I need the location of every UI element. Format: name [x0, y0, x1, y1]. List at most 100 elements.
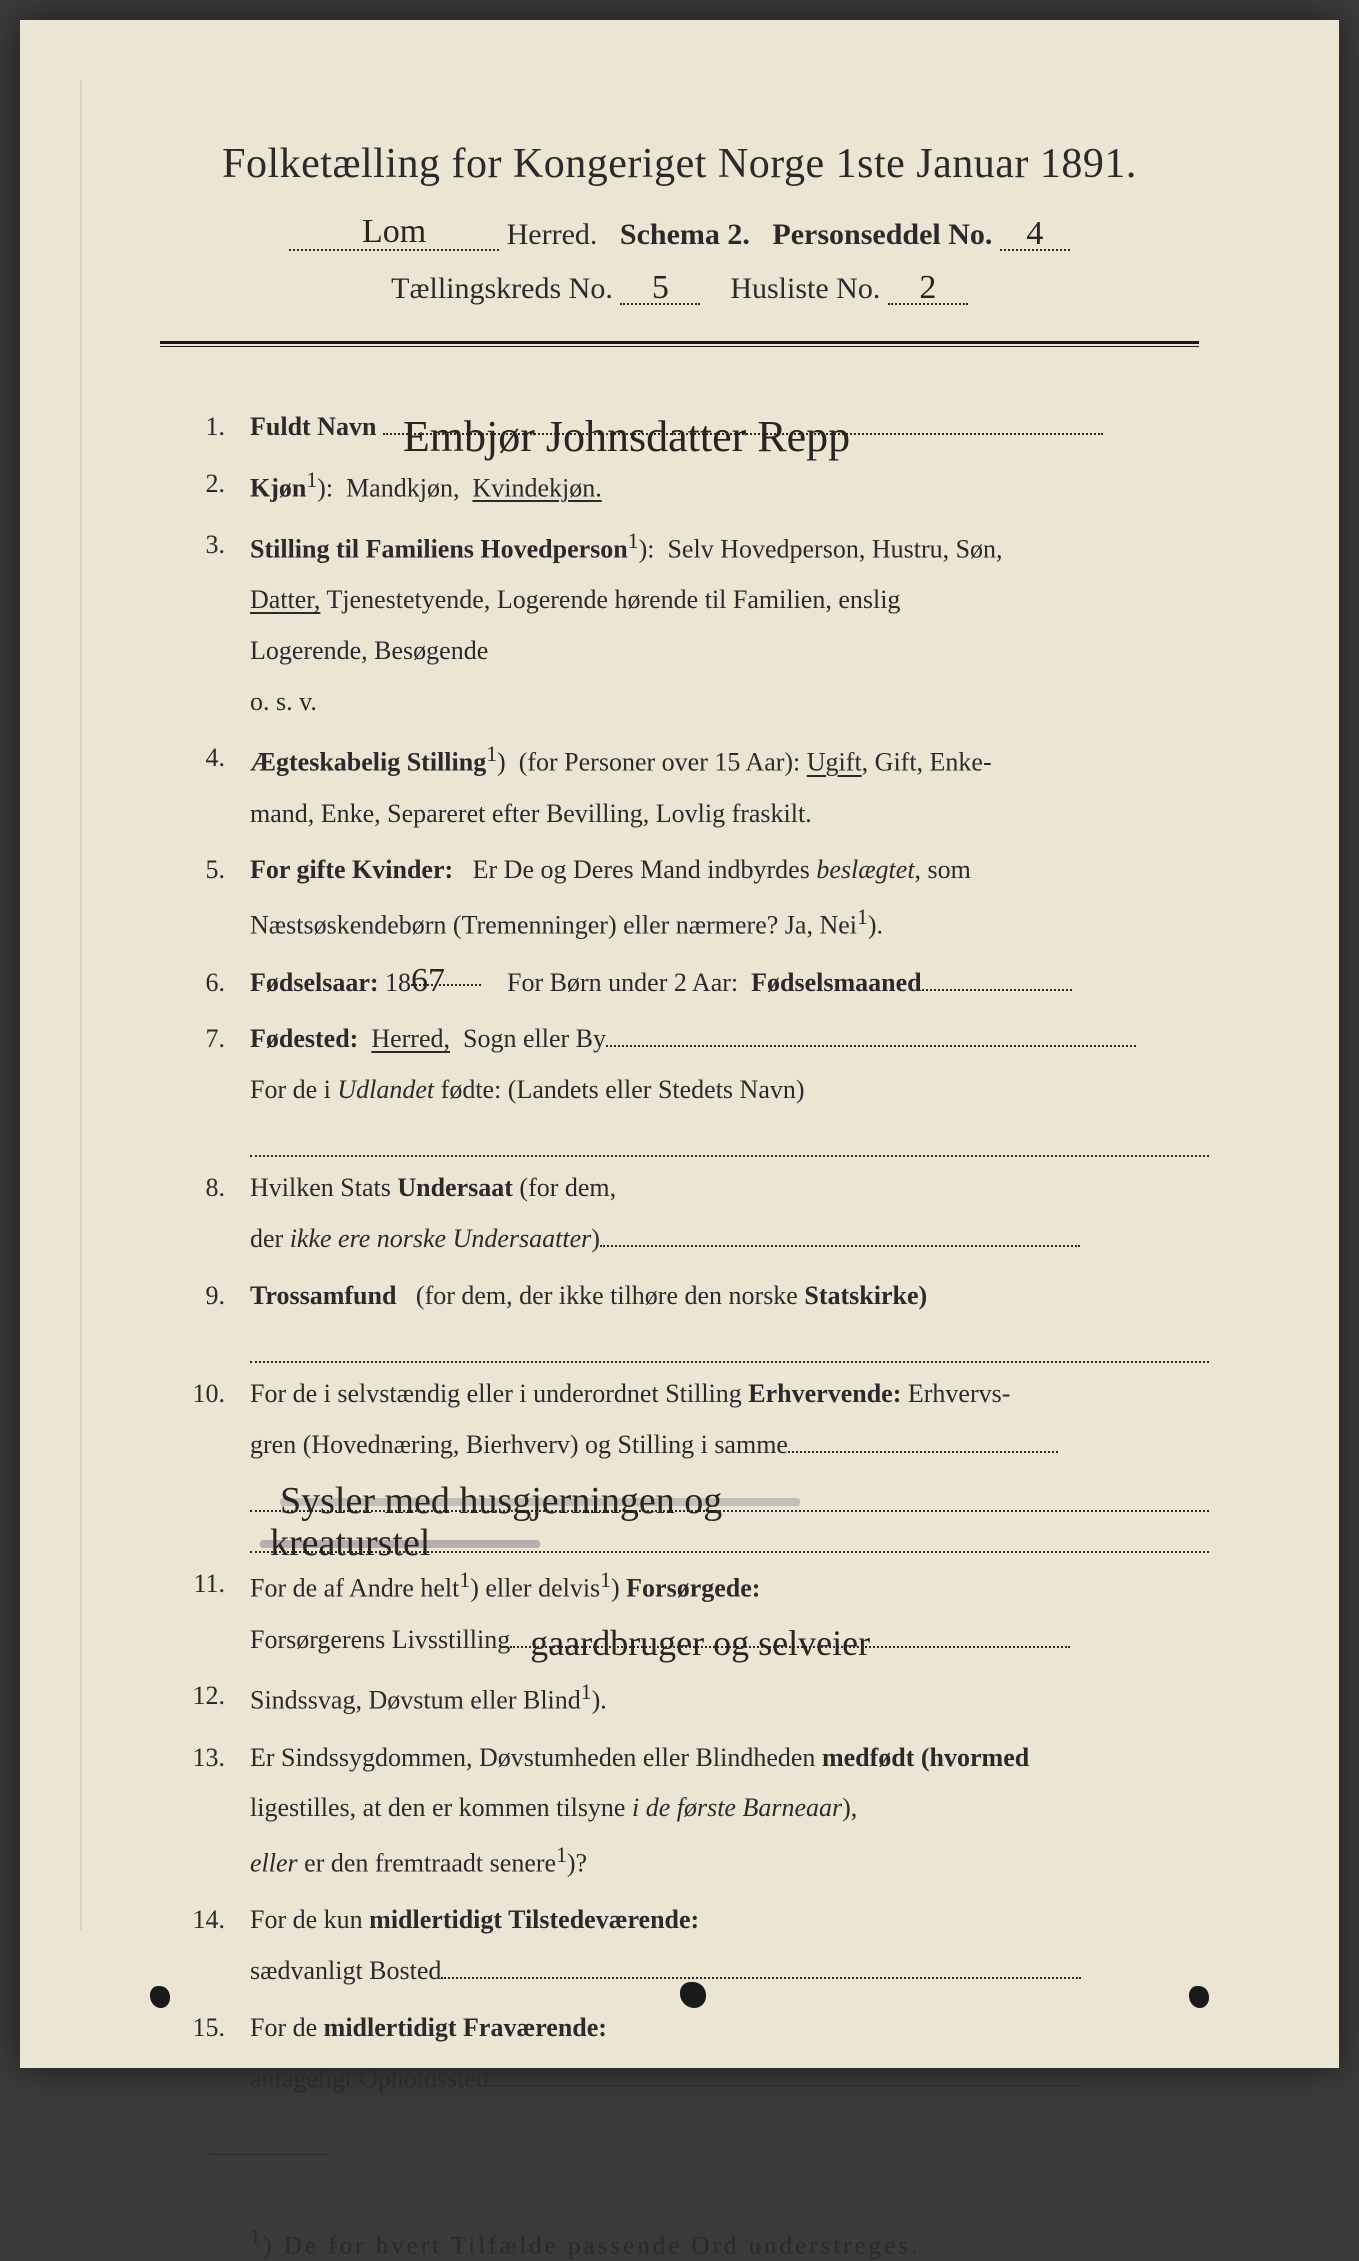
r6-mid: For Børn under 2 Aar: — [507, 968, 738, 997]
label-fodselsmaaned: Fødselsmaaned — [751, 968, 921, 997]
sep: ): — [639, 535, 655, 564]
footnote: 1) De for hvert Tilfælde passende Ord un… — [120, 2225, 1239, 2260]
provider-handwriting: gaardbruger og selveier — [530, 1608, 870, 1678]
row-15: 15. For de midlertidigt Fraværende: anta… — [180, 2003, 1209, 2104]
occupation-field-1 — [788, 1429, 1058, 1452]
personseddel-label: Personseddel No. — [772, 218, 992, 251]
row-content: Er Sindssygdommen, Døvstumheden eller Bl… — [250, 1733, 1209, 1890]
row-3: 3. Stilling til Familiens Hovedperson1):… — [180, 520, 1209, 727]
row-9: 9. Trossamfund (for dem, der ikke tilhør… — [180, 1271, 1209, 1363]
row-content: Fødested: Herred, Sogn eller By For de i… — [250, 1014, 1209, 1157]
sup: 1 — [556, 1843, 567, 1867]
year-handwriting: 67 — [411, 972, 445, 989]
row-content: For gifte Kvinder: Er De og Deres Mand i… — [250, 845, 1209, 951]
row-content: For de midlertidigt Fraværende: antageli… — [250, 2003, 1209, 2104]
r8-line1a: Hvilken Stats — [250, 1173, 397, 1202]
footnote-sup: 1 — [250, 2225, 263, 2249]
row-num: 3. — [180, 520, 250, 727]
r3-line4: o. s. v. — [250, 687, 317, 716]
label-tilstedevaerende: midlertidigt Tilstedeværende: — [369, 1905, 699, 1934]
label-trossamfund: Trossamfund — [250, 1281, 396, 1310]
label-kjon: Kjøn — [250, 473, 306, 502]
row-num: 15. — [180, 2003, 250, 2104]
r8-ikke-norske: ikke ere norske Undersaatter — [290, 1224, 592, 1253]
row-num: 5. — [180, 845, 250, 951]
residence-field — [441, 1956, 1081, 1979]
r13-eller: eller — [250, 1849, 298, 1878]
sup: 1 — [628, 529, 639, 553]
row-7: 7. Fødested: Herred, Sogn eller By For d… — [180, 1014, 1209, 1157]
row-num: 2. — [180, 459, 250, 514]
punch-hole — [150, 1986, 170, 2008]
occupation-field-3: kreaturstel — [250, 1512, 1209, 1554]
month-field — [922, 967, 1072, 990]
r5-line2: Næstsøskendebørn (Tremenninger) eller næ… — [250, 911, 857, 940]
r11-line2: Forsørgerens Livsstilling — [250, 1625, 510, 1654]
r8-line2a: der — [250, 1224, 290, 1253]
label-fodested: Fødested: — [250, 1024, 358, 1053]
sup: 1 — [581, 1680, 592, 1704]
row-num: 13. — [180, 1733, 250, 1890]
row-1: 1. Fuldt Navn Embjør Johnsdatter Repp — [180, 402, 1209, 453]
label-undersaat: Undersaat — [397, 1173, 513, 1202]
row-content: Ægteskabelig Stilling1) (for Personer ov… — [250, 733, 1209, 839]
row-8: 8. Hvilken Stats Undersaat (for dem, der… — [180, 1163, 1209, 1264]
row-content: Sindssvag, Døvstum eller Blind1). — [250, 1671, 1209, 1726]
label-forsorgede: Forsørgede: — [626, 1574, 760, 1603]
r10-line2: gren (Hovednæring, Bierhverv) og Stillin… — [250, 1430, 788, 1459]
opt-sogn-by: Sogn eller By — [463, 1024, 606, 1053]
row-num: 11. — [180, 1559, 250, 1665]
row-content: For de kun midlertidigt Tilstedeværende:… — [250, 1895, 1209, 1996]
row-content: For de af Andre helt1) eller delvis1) Fo… — [250, 1559, 1209, 1665]
r10-line1a: For de i selvstændig eller i underordnet… — [250, 1379, 748, 1408]
husliste-handwriting: 2 — [919, 279, 936, 296]
birthplace-field — [606, 1024, 1136, 1047]
sep: )? — [567, 1849, 587, 1878]
year-field: 67 — [411, 958, 481, 987]
row-num: 10. — [180, 1369, 250, 1554]
sep: ) — [497, 748, 506, 777]
row-num: 4. — [180, 733, 250, 839]
row-content: Stilling til Familiens Hovedperson1): Se… — [250, 520, 1209, 727]
year-prefix: 18 — [385, 968, 411, 997]
label-erhvervende: Erhvervende: — [748, 1379, 901, 1408]
row-num: 7. — [180, 1014, 250, 1157]
row-num: 8. — [180, 1163, 250, 1264]
r15-line2: antageligt Opholdssted — [250, 2064, 489, 2093]
r3-line2b: Tjenestetyende, Logerende hørende til Fa… — [320, 585, 900, 614]
opt-kvindekjon: Kvindekjøn. — [472, 473, 601, 502]
r14-line2: sædvanligt Bosted — [250, 1956, 441, 1985]
sup: 1 — [459, 1568, 470, 1592]
r9-statskirke: Statskirke) — [804, 1281, 927, 1310]
row-num: 1. — [180, 402, 250, 453]
schema-label: Schema 2. — [620, 218, 750, 251]
sep: ). — [868, 911, 883, 940]
row-5: 5. For gifte Kvinder: Er De og Deres Man… — [180, 845, 1209, 951]
row-content: Kjøn1): Mandkjøn, Kvindekjøn. — [250, 459, 1209, 514]
husliste-label: Husliste No. — [730, 272, 880, 305]
r15-line1a: For de — [250, 2013, 324, 2042]
opt-mandkjon: Mandkjøn, — [346, 473, 459, 502]
citizenship-field — [600, 1223, 1080, 1246]
label-fravaerende: midlertidigt Fraværende: — [324, 2013, 607, 2042]
personseddel-handwriting: 4 — [1026, 225, 1043, 242]
punch-hole — [680, 1982, 706, 2008]
label-aegteskab: Ægteskabelig Stilling — [250, 748, 486, 777]
name-field: Embjør Johnsdatter Repp — [383, 412, 1103, 435]
row-num: 9. — [180, 1271, 250, 1363]
row-content: Hvilken Stats Undersaat (for dem, der ik… — [250, 1163, 1209, 1264]
row-num: 6. — [180, 958, 250, 1009]
r11-line1b: ) — [611, 1574, 626, 1603]
r13-line3a: er den fremtraadt senere — [298, 1849, 556, 1878]
provider-field: gaardbruger og selveier — [510, 1624, 1070, 1647]
r14-line1a: For de kun — [250, 1905, 369, 1934]
row-content: Fuldt Navn Embjør Johnsdatter Repp — [250, 402, 1209, 453]
row-content: Fødselsaar: 1867 For Børn under 2 Aar: F… — [250, 958, 1209, 1009]
row-13: 13. Er Sindssygdommen, Døvstumheden elle… — [180, 1733, 1209, 1890]
row-12: 12. Sindssvag, Døvstum eller Blind1). — [180, 1671, 1209, 1726]
r11-mid: ) eller delvis — [470, 1574, 600, 1603]
census-form-page: Folketælling for Kongeriget Norge 1ste J… — [20, 20, 1339, 2068]
sup: 1 — [486, 742, 497, 766]
row-content: For de i selvstændig eller i underordnet… — [250, 1369, 1209, 1554]
r7-udlandet: Udlandet — [337, 1075, 434, 1104]
